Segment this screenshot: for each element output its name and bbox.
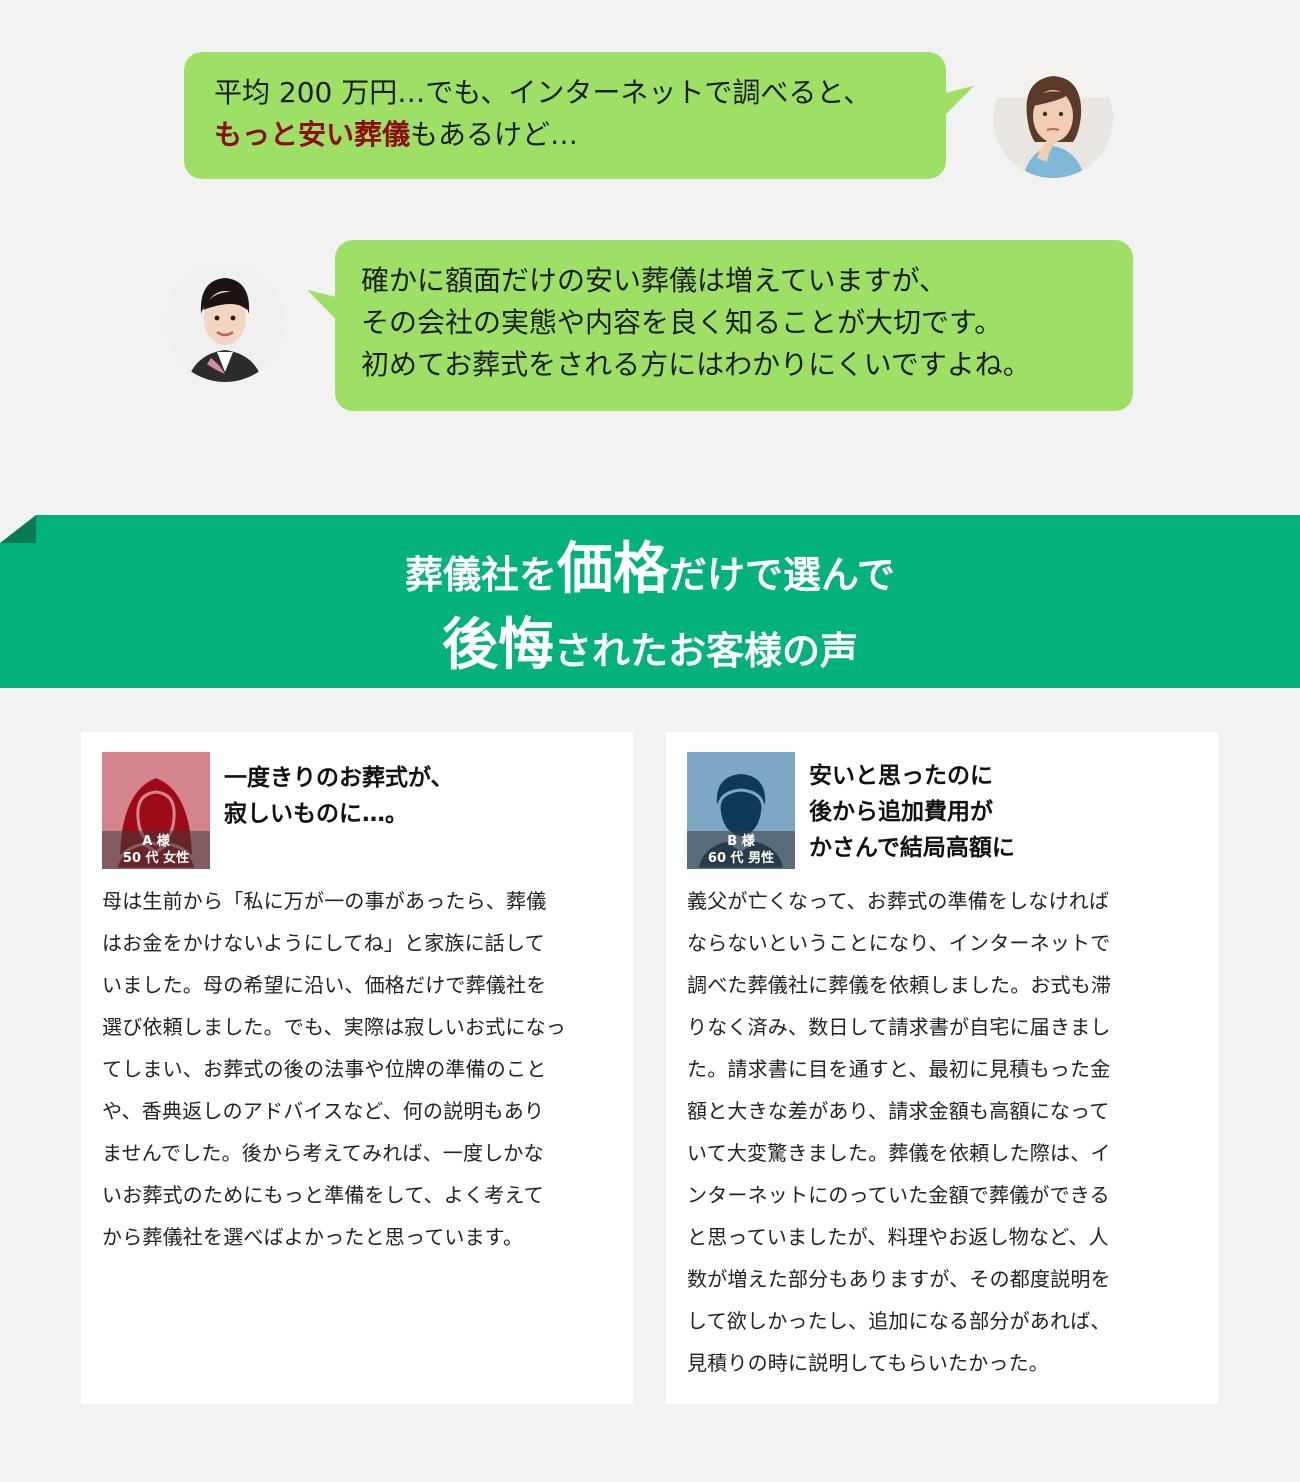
- worried-woman-portrait: [993, 58, 1113, 178]
- banner-text: だけで選んで: [668, 553, 896, 597]
- staff-avatar: [165, 262, 285, 382]
- customer-line-1: 平均 200 万円…でも、インターネットで調べると、: [214, 76, 872, 109]
- customer-b-info: 60 代 男性: [707, 851, 775, 866]
- staff-line-2: その会社の実態や内容を良く知ることが大切です。: [361, 306, 1003, 339]
- body-line: ならないということになり、インターネットで: [687, 931, 1111, 955]
- customer-avatar: [993, 58, 1113, 178]
- customer-b-photo: B 様 60 代 男性: [687, 752, 795, 869]
- body-line: 見積りの時に説明してもらいたかった。: [687, 1351, 1049, 1375]
- body-line: ませんでした。後から考えてみれば、一度しかな: [102, 1141, 544, 1165]
- banner-text: 葬儀社を: [404, 553, 557, 597]
- body-line: 選び依頼しました。でも、実際は寂しいお式になっ: [102, 1015, 566, 1039]
- customer-b-tag: B 様 60 代 男性: [687, 831, 795, 869]
- body-line: てしまい、お葬式の後の法事や位牌の準備のこと: [102, 1057, 547, 1081]
- body-line: いお葬式のためにもっと準備をして、よく考えて: [102, 1183, 544, 1207]
- voice-body-a: 母は生前から「私に万が一の事があったら、葬儀 はお金をかけないようにしてね」と家…: [102, 880, 622, 1258]
- banner-fold-corner: [0, 515, 36, 543]
- body-line: りなく済み、数日して請求書が自宅に届きまし: [687, 1015, 1111, 1039]
- voice-title-b: 安いと思ったのに 後から追加費用が かさんで結局高額に: [809, 758, 1015, 866]
- body-line: いて大変驚きました。葬儀を依頼した際は、イ: [687, 1141, 1111, 1165]
- body-line: 義父が亡くなって、お葬式の準備をしなければ: [687, 889, 1110, 913]
- body-line: いました。母の希望に沿い、価格だけで葬儀社を: [102, 973, 547, 997]
- customer-line-2: もっと安い葬儀もあるけど…: [214, 114, 918, 156]
- staff-speech-bubble: 確かに額面だけの安い葬儀は増えていますが、 その会社の実態や内容を良く知ることが…: [335, 240, 1133, 411]
- customer-emphasis: もっと安い葬儀: [214, 118, 411, 151]
- staff-line-3: 初めてお葬式をされる方にはわかりにくいですよね。: [361, 348, 1031, 381]
- staff-line-1: 確かに額面だけの安い葬儀は増えていますが、: [361, 264, 948, 297]
- customer-line-2-rest: もあるけど…: [410, 118, 579, 151]
- customer-a-name: A 様: [142, 834, 170, 849]
- body-line: 数が増えた部分もありますが、その都度説明を: [687, 1267, 1111, 1291]
- banner-emphasis-regret: 後悔: [441, 613, 554, 678]
- title-line: 後から追加費用が: [809, 799, 993, 825]
- voice-card-a: A 様 50 代 女性 一度きりのお葬式が、 寂しいものに…。 母は生前から「私…: [81, 732, 633, 1404]
- title-line: 寂しいものに…。: [224, 801, 408, 827]
- banner-heading-line-2: 後悔されたお客様の声: [0, 615, 1300, 682]
- body-line: 額と大きな差があり、請求金額も高額になって: [687, 1099, 1110, 1123]
- customer-a-photo: A 様 50 代 女性: [102, 752, 210, 869]
- body-line: と思っていましたが、料理やお返し物など、人: [687, 1225, 1109, 1249]
- title-line: 安いと思ったのに: [809, 763, 993, 789]
- banner-heading-line-1: 葬儀社を価格だけで選んで: [0, 539, 1300, 606]
- body-line: ンターネットにのっていた金額で葬儀ができる: [687, 1183, 1110, 1207]
- customer-b-name: B 様: [727, 834, 755, 849]
- body-line: た。請求書に目を通すと、最初に見積もった金: [687, 1057, 1111, 1081]
- banner-emphasis-price: 価格: [556, 537, 669, 602]
- staff-woman-portrait: [165, 262, 285, 382]
- title-line: かさんで結局高額に: [809, 835, 1015, 861]
- voice-body-b: 義父が亡くなって、お葬式の準備をしなければ ならないということになり、インターネ…: [687, 880, 1207, 1384]
- body-line: から葬儀社を選べばよかったと思っています。: [102, 1225, 524, 1249]
- customer-a-info: 50 代 女性: [122, 851, 190, 866]
- customer-a-tag: A 様 50 代 女性: [102, 831, 210, 869]
- body-line: 調べた葬儀社に葬儀を依頼しました。お式も滞: [687, 973, 1112, 997]
- section-banner: 葬儀社を価格だけで選んで 後悔されたお客様の声: [0, 515, 1300, 688]
- voice-card-b: B 様 60 代 男性 安いと思ったのに 後から追加費用が かさんで結局高額に …: [666, 732, 1218, 1404]
- customer-speech-bubble: 平均 200 万円…でも、インターネットで調べると、 もっと安い葬儀もあるけど…: [184, 52, 946, 179]
- body-line: 母は生前から「私に万が一の事があったら、葬儀: [102, 889, 547, 913]
- body-line: や、香典返しのアドバイスなど、何の説明もあり: [102, 1099, 545, 1123]
- voice-title-a: 一度きりのお葬式が、 寂しいものに…。: [224, 760, 454, 832]
- body-line: はお金をかけないようにしてね」と家族に話して: [102, 931, 545, 955]
- body-line: して欲しかったし、追加になる部分があれば、: [687, 1309, 1111, 1333]
- title-line: 一度きりのお葬式が、: [224, 765, 454, 791]
- banner-text: されたお客様の声: [553, 629, 858, 673]
